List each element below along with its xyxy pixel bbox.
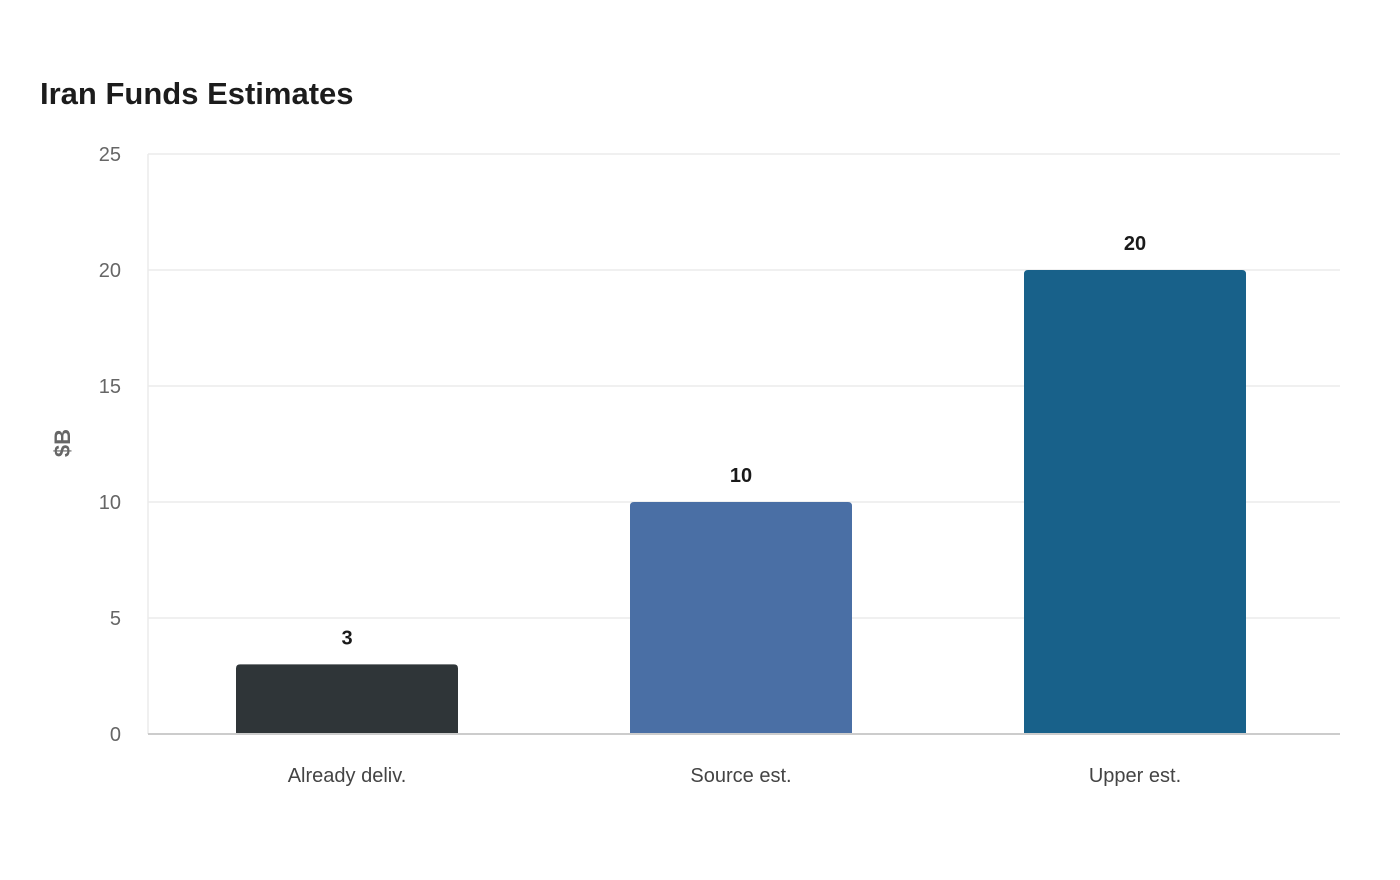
y-tick-label: 25 [99, 144, 121, 166]
x-tick-label: Upper est. [1089, 765, 1181, 787]
data-labels: 3 10 20 [341, 233, 1146, 649]
y-axis-title: $B [50, 429, 75, 457]
y-tick-label: 5 [110, 608, 121, 630]
y-tick-label: 15 [99, 376, 121, 398]
bar-value-label: 10 [730, 465, 752, 487]
x-tick-label: Source est. [690, 765, 791, 787]
bar-value-label: 20 [1124, 233, 1146, 255]
bar-3 [1024, 270, 1246, 734]
y-axis-ticks: 0 5 10 15 20 25 [99, 144, 121, 746]
y-tick-label: 10 [99, 492, 121, 514]
bar-2 [630, 502, 852, 734]
y-tick-label: 0 [110, 724, 121, 746]
chart-title: Iran Funds Estimates [40, 76, 354, 111]
x-tick-label: Already deliv. [288, 765, 407, 787]
bar-1 [236, 664, 458, 734]
bar-value-label: 3 [341, 627, 352, 649]
bars [236, 270, 1246, 734]
x-axis-ticks: Already deliv. Source est. Upper est. [288, 765, 1181, 787]
y-tick-label: 20 [99, 260, 121, 282]
